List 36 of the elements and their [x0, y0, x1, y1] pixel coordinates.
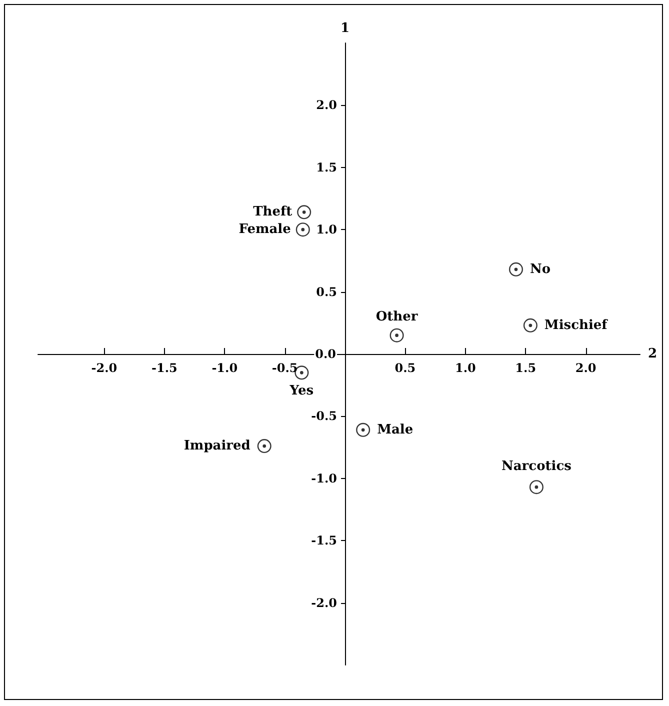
x-tick-label: -1.0: [212, 361, 238, 375]
annotation: Narcotics: [501, 459, 572, 474]
annotation: No: [530, 262, 551, 277]
point: [390, 328, 404, 342]
annotation: Mischief: [544, 318, 609, 333]
point: [509, 262, 523, 276]
x-tick-label: 2.0: [575, 361, 596, 375]
point: [257, 439, 272, 454]
annotation: Other: [376, 309, 418, 324]
annotation: Male: [377, 422, 414, 438]
point: [297, 205, 312, 220]
y-tick-label: -2.0: [311, 596, 338, 610]
y-axis-title: 1: [340, 21, 350, 36]
annotation: Impaired: [184, 438, 250, 454]
y-tick-label: -0.5: [311, 409, 338, 424]
x-tick-label: 1.5: [515, 361, 536, 375]
annotation: Yes: [288, 384, 314, 399]
x-tick-label: -1.5: [151, 361, 178, 375]
point: [296, 222, 310, 237]
annotation: Theft: [253, 204, 292, 220]
x-tick-label: 1.0: [454, 361, 476, 375]
point: [529, 480, 544, 494]
y-tick-label: 1.0: [316, 222, 338, 237]
y-tick-label: 0.5: [316, 284, 338, 299]
x-tick-label: -2.0: [91, 361, 118, 375]
y-tick-label: 0.0: [315, 347, 336, 361]
annotation: Female: [238, 222, 291, 238]
point: [356, 422, 370, 437]
point: [523, 318, 538, 332]
y-tick-label: 2.0: [316, 98, 338, 112]
x-axis-title: 2: [648, 346, 658, 362]
y-tick-label: -1.0: [311, 471, 338, 486]
y-tick-label: -1.5: [311, 534, 338, 548]
x-tick-label: -0.5: [272, 361, 298, 375]
x-tick-label: 0.5: [394, 361, 416, 375]
y-tick-label: 1.5: [316, 160, 338, 174]
